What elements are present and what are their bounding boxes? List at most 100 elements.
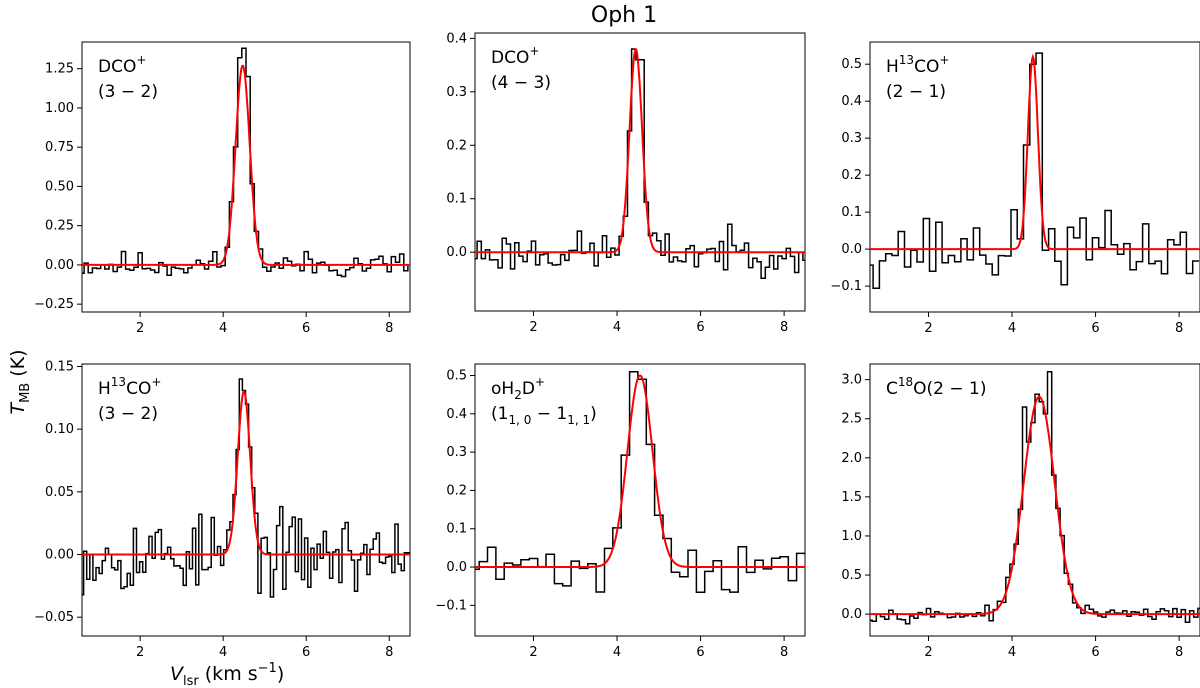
y-tick-label: 0.5	[841, 568, 862, 583]
plot-frame	[474, 32, 806, 312]
plot-frame	[81, 363, 411, 637]
y-tick-label: 0.3	[446, 85, 467, 100]
y-tick-label: 0.50	[45, 179, 74, 194]
y-axis-unit: (K)	[7, 349, 29, 382]
y-tick-label: 0.25	[45, 219, 74, 234]
x-tick-label: 4	[219, 645, 227, 660]
x-axis-subscript: lsr	[183, 674, 199, 688]
y-axis-subscript: MB	[18, 383, 33, 403]
y-tick-label: 0.0	[841, 607, 862, 622]
x-tick-label: 6	[696, 645, 704, 660]
model-fit	[475, 48, 805, 254]
observed-spectrum	[475, 370, 805, 593]
transition-label: (11, 0 − 11, 1)	[491, 404, 597, 427]
plot-frame	[869, 41, 1200, 313]
y-tick-label: 1.25	[45, 62, 74, 77]
panel-6: 2 4 6 8 0.0 0.5 1.0 1.5 2.0 2.5 3.0 C18O(2 − 1)	[841, 363, 1200, 660]
y-tick-label: 1.0	[841, 529, 862, 544]
x-tick-label: 6	[1091, 321, 1099, 336]
y-tick-label: −0.1	[435, 598, 467, 613]
x-tick-label: 2	[924, 321, 932, 336]
y-tick-label: 0.3	[446, 445, 467, 460]
x-tick-label: 8	[385, 645, 393, 660]
y-axis-symbol: T	[7, 402, 29, 415]
y-tick-label: 0.4	[446, 31, 467, 46]
panel-1: 2 4 6 8 −0.25 0.00 0.25 0.50 0.75 1.00 1.25 DCO+ (3 …	[34, 41, 411, 336]
observed-spectrum	[82, 47, 410, 278]
model-fit	[82, 64, 410, 266]
transition-label: (3 − 2)	[98, 404, 158, 424]
y-tick-label: 0.75	[45, 140, 74, 155]
y-tick-label: 2.5	[841, 412, 862, 427]
y-tick-label: 1.00	[45, 101, 74, 116]
y-tick-label: 0.4	[841, 94, 862, 109]
y-tick-label: −0.05	[34, 610, 74, 625]
y-tick-label: 0.0	[841, 242, 862, 257]
y-tick-label: 3.0	[841, 373, 862, 388]
molecule-label: H13CO+	[886, 53, 949, 77]
x-axis-unit: (km s	[199, 663, 258, 685]
panel-5: 2 4 6 8 −0.1 0.0 0.1 0.2 0.3 0.4 0.5 oH2D+(11, 0 − …	[435, 363, 806, 660]
observed-spectrum	[475, 48, 805, 279]
molecule-label: oH2D+	[491, 375, 545, 402]
molecule-label: H13CO+	[98, 375, 161, 399]
transition-label: (3 − 2)	[98, 82, 158, 102]
x-tick-label: 8	[780, 320, 788, 335]
y-tick-label: 0.1	[446, 522, 467, 537]
x-tick-label: 4	[613, 645, 621, 660]
plot-frame	[81, 41, 411, 313]
y-tick-label: 0.0	[446, 560, 467, 575]
y-tick-label: 0.3	[841, 131, 862, 146]
x-tick-label: 8	[780, 645, 788, 660]
y-tick-label: 0.2	[841, 168, 862, 183]
y-tick-label: 0.00	[45, 548, 74, 563]
x-tick-label: 6	[696, 320, 704, 335]
x-tick-label: 2	[136, 321, 144, 336]
x-tick-label: 8	[1175, 321, 1183, 336]
y-tick-label: 0.1	[841, 205, 862, 220]
x-axis-symbol: V	[170, 663, 185, 685]
x-tick-label: 2	[924, 645, 932, 660]
y-tick-label: 1.5	[841, 490, 862, 505]
plot-frame	[869, 363, 1200, 637]
y-tick-label: 2.0	[841, 451, 862, 466]
x-tick-label: 6	[302, 645, 310, 660]
transition-label: (4 − 3)	[491, 73, 551, 93]
y-tick-label: 0.00	[45, 258, 74, 273]
y-tick-label: 0.10	[45, 422, 74, 437]
panel-3: 2 4 6 8 −0.1 0.0 0.1 0.2 0.3 0.4 0.5 H13CO+ (2 − 1)	[830, 41, 1200, 336]
y-tick-label: 0.5	[841, 57, 862, 72]
x-tick-label: 4	[1008, 321, 1016, 336]
y-tick-label: 0.4	[446, 407, 467, 422]
molecule-label: DCO+	[98, 53, 146, 77]
x-tick-label: 4	[613, 320, 621, 335]
y-tick-label: 0.05	[45, 485, 74, 500]
molecule-label: C18O(2 − 1)	[886, 375, 987, 399]
x-axis-close: )	[277, 663, 284, 685]
y-tick-label: −0.25	[34, 297, 74, 312]
model-fit	[475, 374, 805, 568]
x-tick-label: 2	[529, 320, 537, 335]
y-axis-label: TMB (K)	[7, 349, 33, 414]
x-axis-label: Vlsr (km s−1)	[170, 661, 284, 688]
y-tick-label: 0.0	[446, 245, 467, 260]
y-tick-label: 0.5	[446, 368, 467, 383]
x-tick-label: 8	[385, 321, 393, 336]
model-fit	[870, 395, 1200, 616]
molecule-label: DCO+	[491, 44, 539, 68]
y-tick-label: 0.1	[446, 192, 467, 207]
x-tick-label: 6	[302, 321, 310, 336]
y-tick-label: 0.15	[45, 360, 74, 375]
panel-2: 2 4 6 8 0.0 0.1 0.2 0.3 0.4 DCO+ (4 − 3)	[446, 31, 806, 335]
y-tick-label: −0.1	[830, 279, 862, 294]
x-tick-label: 8	[1175, 645, 1183, 660]
x-tick-label: 4	[1008, 645, 1016, 660]
panels-group: 2 4 6 8 −0.25 0.00 0.25 0.50 0.75 1.00 1.25 DCO+ (3 …	[34, 31, 1200, 660]
panel-4: 2 4 6 8 −0.05 0.00 0.05 0.10 0.15 H13CO+ (3 − 2)	[34, 360, 411, 660]
transition-label: (2 − 1)	[886, 82, 946, 102]
x-tick-label: 2	[529, 645, 537, 660]
y-tick-label: 0.2	[446, 483, 467, 498]
x-axis-superscript: −1	[258, 661, 277, 676]
plot-frame	[474, 363, 806, 637]
